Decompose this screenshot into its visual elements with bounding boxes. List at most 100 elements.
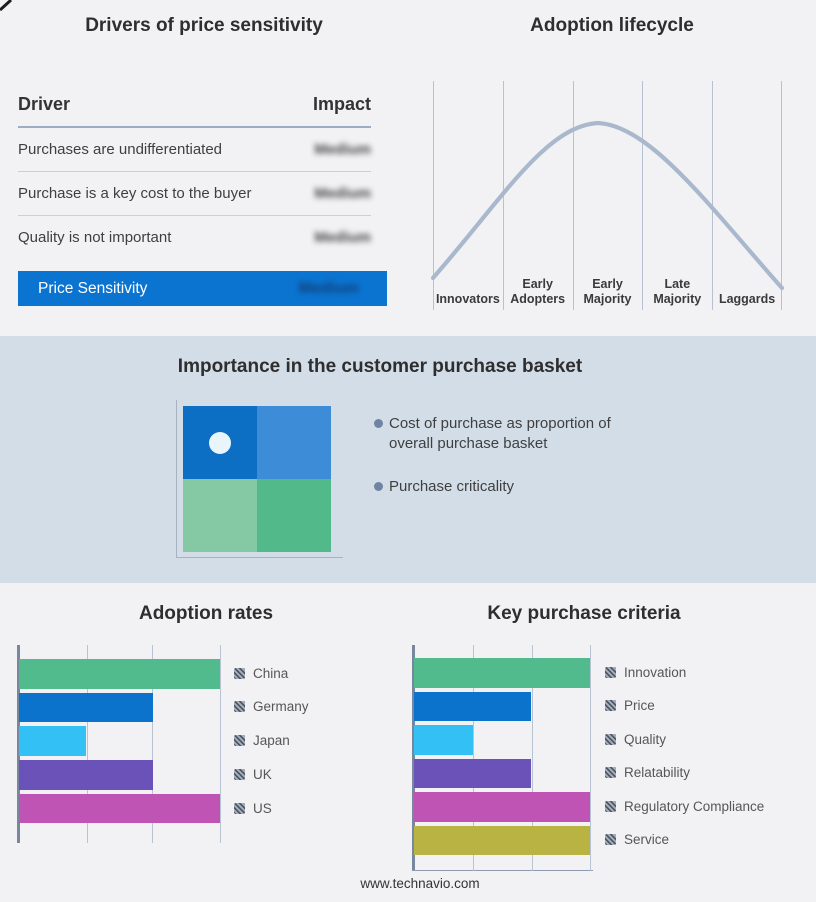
quadrant-marker-dot	[209, 432, 231, 454]
legend-item-uk: UK	[234, 767, 272, 782]
gridline	[472, 645, 474, 871]
legend-item-regulatory-compliance: Regulatory Compliance	[605, 799, 764, 814]
footer-url: www.technavio.com	[360, 876, 480, 891]
hatched-swatch-icon	[605, 800, 616, 812]
adoption-y-axis	[17, 645, 20, 843]
legend-item-japan: Japan	[234, 733, 290, 748]
legend-label: China	[253, 665, 289, 681]
legend-item-relatability: Relatability	[605, 765, 690, 780]
driver-column-header: Driver	[18, 94, 71, 114]
drivers-title: Drivers of price sensitivity	[85, 15, 323, 36]
lifecycle-panel: Adoption lifecycle Innovators Early Adopt…	[408, 0, 816, 336]
criteria-y-axis	[412, 645, 415, 871]
hatched-swatch-icon	[234, 667, 245, 679]
legend-label: Relatability	[624, 765, 691, 781]
hatched-swatch-icon	[605, 767, 616, 779]
hatched-swatch-icon	[605, 700, 616, 712]
stage-label-early-majority: Early Majority	[583, 277, 632, 306]
legend-item-innovation: Innovation	[605, 665, 686, 680]
gridline	[152, 645, 153, 843]
impact-cell-blurred: Medium	[314, 141, 371, 158]
quadrant-chart	[183, 406, 331, 552]
basket-band: Importance in the customer purchase bask…	[0, 336, 816, 583]
hatched-swatch-icon	[234, 802, 245, 814]
legend-item-germany: Germany	[234, 699, 309, 714]
adoption-rates-plot	[17, 645, 223, 843]
bar-germany	[19, 692, 153, 723]
bar-innovation	[414, 658, 590, 688]
hatched-swatch-icon	[605, 834, 616, 846]
drivers-table-header: Driver Impact	[18, 94, 371, 128]
drivers-table-rows: Purchases are undifferentiated Medium Purc…	[18, 128, 371, 259]
bar-relatability	[414, 758, 532, 788]
bar-quality	[414, 725, 473, 755]
drivers-panel: Drivers of price sensitivity Driver Impa…	[0, 0, 408, 336]
basket-bullet: Cost of purchase as proportion of overal…	[374, 414, 634, 453]
gridline	[87, 645, 88, 843]
impact-cell-blurred: Medium	[314, 229, 371, 246]
stage-labels: Innovators Early Adopters Early Majority La…	[433, 268, 782, 308]
bar-us	[19, 793, 220, 824]
legend-item-price: Price	[605, 698, 655, 713]
bar-service	[414, 825, 590, 855]
legend-label: Japan	[253, 733, 290, 749]
driver-row-purchases-are-undifferentiated: Purchases are undifferentiated Medium	[18, 128, 371, 172]
legend-label: US	[253, 800, 272, 816]
quadrant-cell-bottom-right	[257, 479, 331, 552]
corner-mark	[0, 0, 13, 12]
impact-column-header: Impact	[312, 94, 371, 114]
legend-label: UK	[253, 766, 272, 782]
bar-price	[414, 691, 532, 721]
hatched-swatch-icon	[234, 701, 245, 713]
basket-title: Importance in the customer purchase bask…	[177, 356, 583, 377]
stage-label-laggards: Laggards	[718, 291, 776, 306]
hatched-swatch-icon	[234, 735, 245, 747]
bar-regulatory-compliance	[414, 792, 590, 822]
legend-label: Service	[624, 832, 670, 848]
legend-item-service: Service	[605, 832, 669, 847]
legend-label: Price	[624, 698, 655, 714]
basket-bullets: Cost of purchase as proportion of overal…	[374, 414, 634, 521]
legend-item-us: US	[234, 801, 272, 816]
adoption-rates-title: Adoption rates	[138, 603, 274, 624]
driver-cell: Purchase is a key cost to the buyer	[18, 185, 252, 202]
key-purchase-criteria-title: Key purchase criteria	[487, 603, 681, 624]
basket-bullet: Purchase criticality	[374, 477, 634, 497]
quadrant-cell-bottom-left	[183, 479, 257, 552]
gridline	[220, 645, 221, 843]
driver-cell: Quality is not important	[18, 229, 172, 246]
legend-label: Germany	[253, 699, 309, 715]
gridline	[531, 645, 533, 871]
driver-row-purchase-is-a-key-cost-to-the-buyer: Purchase is a key cost to the buyer Mediu…	[18, 172, 371, 216]
quadrant-y-axis	[176, 400, 177, 558]
hatched-swatch-icon	[234, 768, 245, 780]
stage-label-early-adopters: Early Adopters	[510, 277, 566, 306]
legend-item-china: China	[234, 666, 288, 681]
criteria-x-axis	[412, 870, 593, 871]
bottom-charts: Adoption rates Key purchase criteria Chi…	[0, 583, 816, 902]
hatched-swatch-icon	[605, 733, 616, 745]
legend-item-quality: Quality	[605, 732, 666, 747]
price-sensitivity-label: Price Sensitivity	[38, 279, 148, 297]
gridline	[589, 645, 591, 871]
quadrant-x-axis	[176, 557, 343, 558]
impact-cell-blurred: Medium	[314, 185, 371, 202]
bar-china	[19, 659, 220, 689]
quadrant-cell-top-right	[257, 406, 331, 479]
stage-label-innovators: Innovators	[435, 291, 500, 306]
driver-cell: Purchases are undifferentiated	[18, 141, 223, 158]
price-sensitivity-bar: Price Sensitivity Medium	[18, 271, 387, 306]
stage-label-late-majority: Late Majority	[653, 277, 702, 306]
legend-label: Innovation	[624, 664, 687, 680]
legend-label: Quality	[624, 731, 667, 747]
bar-japan	[19, 726, 86, 756]
driver-row-quality-is-not-important: Quality is not important Medium	[18, 216, 371, 259]
key-purchase-criteria-plot	[412, 645, 594, 871]
drivers-table: Driver Impact Purchases are undifferenti…	[18, 94, 371, 259]
hatched-swatch-icon	[605, 666, 616, 678]
lifecycle-title: Adoption lifecycle	[530, 15, 694, 36]
legend-label: Regulatory Compliance	[624, 798, 765, 814]
price-sensitivity-impact-blurred: Medium	[298, 279, 359, 297]
bar-uk	[19, 760, 153, 790]
